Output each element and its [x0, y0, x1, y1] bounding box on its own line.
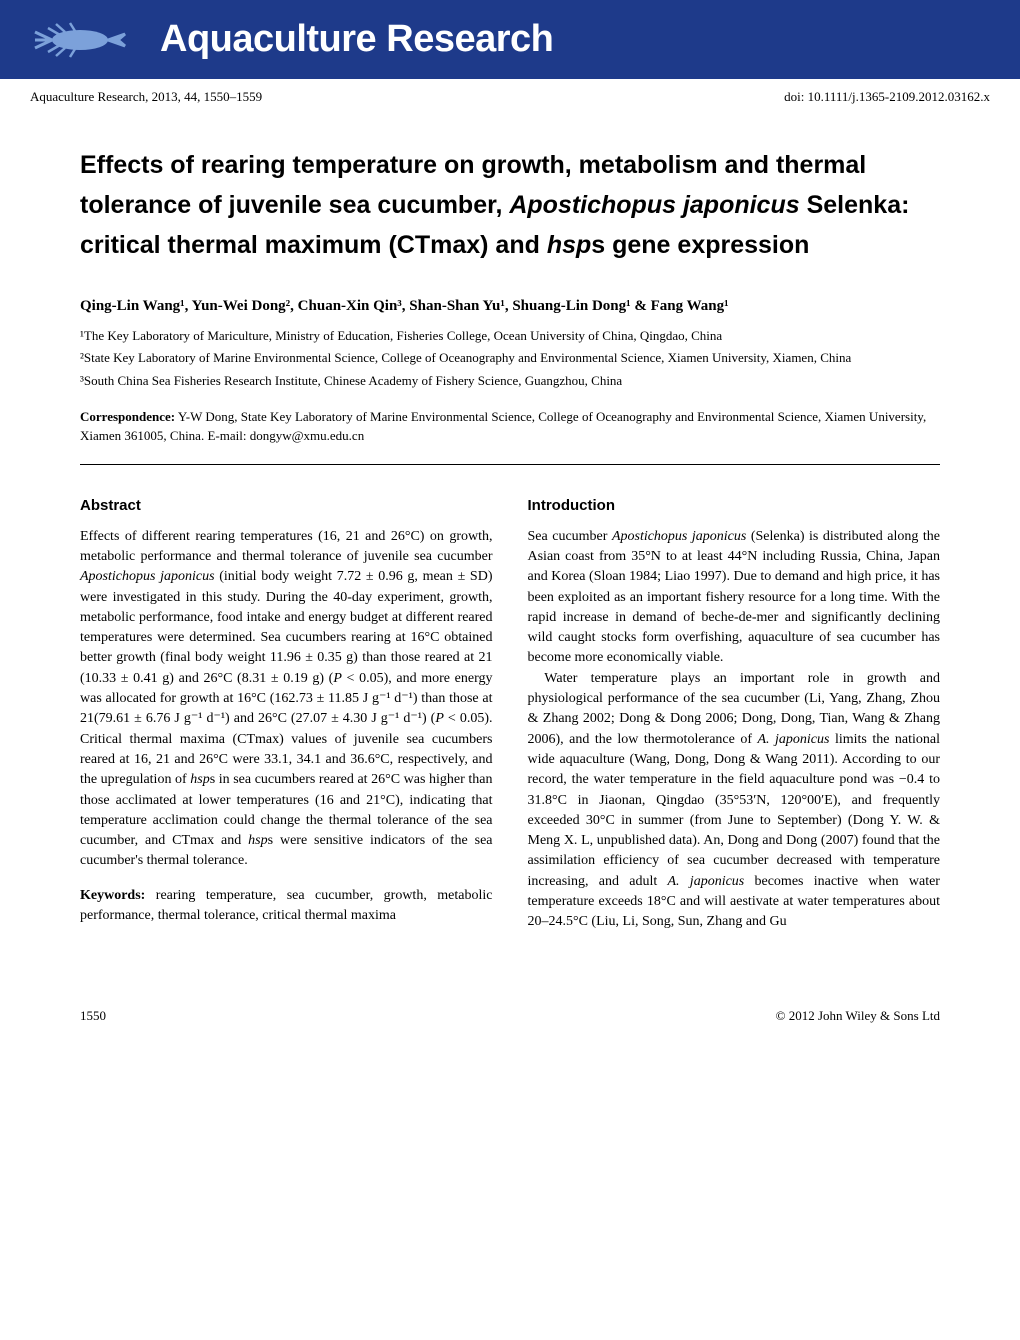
journal-logo-icon — [30, 20, 140, 60]
citation-bar: Aquaculture Research, 2013, 44, 1550–155… — [0, 79, 1020, 125]
abstract-body: Effects of different rearing temperature… — [80, 527, 493, 872]
citation-left: Aquaculture Research, 2013, 44, 1550–155… — [30, 89, 262, 105]
journal-banner: Aquaculture Research — [0, 0, 1020, 79]
intro-p1: Sea cucumber Apostichopus japonicus (Sel… — [528, 527, 941, 669]
correspondence-label: Correspondence: — [80, 409, 175, 424]
keywords-label: Keywords: — [80, 888, 145, 903]
journal-name: Aquaculture Research — [160, 18, 553, 61]
abstract-heading: Abstract — [80, 495, 493, 517]
affiliation-1: ¹The Key Laboratory of Mariculture, Mini… — [80, 326, 940, 347]
page-number: 1550 — [80, 1008, 106, 1024]
intro-p2: Water temperature plays an important rol… — [528, 669, 941, 933]
left-column: Abstract Effects of different rearing te… — [80, 495, 493, 938]
affiliation-3: ³South China Sea Fisheries Research Inst… — [80, 371, 940, 392]
correspondence-text: Y-W Dong, State Key Laboratory of Marine… — [80, 409, 926, 444]
page-footer: 1550 © 2012 John Wiley & Sons Ltd — [0, 978, 1020, 1049]
right-column: Introduction Sea cucumber Apostichopus j… — [528, 495, 941, 938]
correspondence: Correspondence: Y-W Dong, State Key Labo… — [80, 407, 940, 446]
affiliation-2: ²State Key Laboratory of Marine Environm… — [80, 348, 940, 369]
separator-line — [80, 464, 940, 465]
citation-doi: doi: 10.1111/j.1365-2109.2012.03162.x — [784, 89, 990, 105]
article-title: Effects of rearing temperature on growth… — [80, 145, 940, 265]
introduction-heading: Introduction — [528, 495, 941, 517]
two-column-layout: Abstract Effects of different rearing te… — [80, 495, 940, 938]
copyright: © 2012 John Wiley & Sons Ltd — [776, 1008, 940, 1024]
authors-list: Qing-Lin Wang¹, Yun-Wei Dong², Chuan-Xin… — [80, 295, 940, 318]
keywords: Keywords: rearing temperature, sea cucum… — [80, 886, 493, 927]
article-content: Effects of rearing temperature on growth… — [0, 125, 1020, 978]
